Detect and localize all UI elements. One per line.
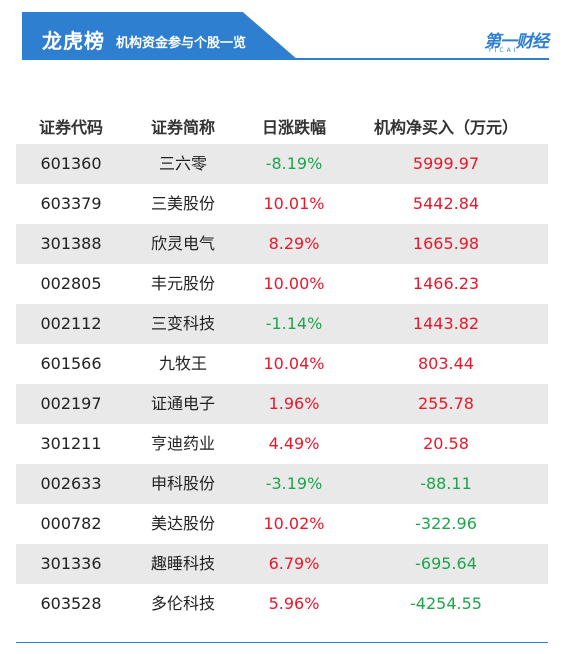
cell-name: 九牧王: [158, 354, 207, 373]
cell-code: 002197: [40, 394, 102, 413]
cell-change: -8.19%: [265, 154, 323, 173]
cell-name: 丰元股份: [150, 274, 215, 293]
table-row: 002633 申科股份 -3.19% -88.11: [16, 464, 548, 504]
cell-name: 三六零: [158, 154, 207, 173]
cell-change: 5.96%: [268, 594, 320, 613]
table-row: 603379 三美股份 10.01% 5442.84: [16, 184, 548, 224]
cell-net-buy: 1665.98: [412, 234, 480, 253]
cell-change: -1.14%: [265, 314, 323, 333]
column-header-code: 证券代码: [38, 118, 103, 137]
table-row: 601360 三六零 -8.19% 5999.97: [16, 144, 548, 184]
cell-change: 10.02%: [263, 514, 325, 533]
header-banner: [22, 12, 298, 60]
table-row: 301388 欣灵电气 8.29% 1665.98: [16, 224, 548, 264]
column-header-change: 日涨跌幅: [261, 118, 326, 137]
cell-net-buy: 5442.84: [412, 194, 480, 213]
table-body: 601360 三六零 -8.19% 5999.97 603379 三美股份 10…: [16, 144, 548, 624]
cell-code: 002633: [40, 474, 102, 493]
cell-name: 趣睡科技: [150, 554, 215, 573]
cell-net-buy: 803.44: [418, 354, 474, 373]
cell-name: 美达股份: [150, 514, 215, 533]
table-row: 002197 证通电子 1.96% 255.78: [16, 384, 548, 424]
cell-net-buy: -695.64: [415, 554, 477, 573]
table-row: 601566 九牧王 10.04% 803.44: [16, 344, 548, 384]
column-header-name: 证券简称: [150, 118, 215, 137]
table-row: 301336 趣睡科技 6.79% -695.64: [16, 544, 548, 584]
cell-code: 301211: [40, 434, 102, 453]
cell-name: 多伦科技: [150, 594, 215, 613]
cell-net-buy: 255.78: [418, 394, 474, 413]
table-row: 002112 三变科技 -1.14% 1443.82: [16, 304, 548, 344]
cell-change: -3.19%: [265, 474, 323, 493]
cell-code: 603528: [40, 594, 102, 613]
cell-code: 301336: [40, 554, 102, 573]
brand-logo-sub: YICAI: [488, 47, 519, 54]
page-title: 龙虎榜: [42, 29, 105, 53]
cell-name: 三美股份: [150, 194, 215, 213]
cell-code: 002112: [40, 314, 102, 333]
column-header-net-buy: 机构净买入（万元）: [373, 118, 518, 137]
table-row: 002805 丰元股份 10.00% 1466.23: [16, 264, 548, 304]
cell-net-buy: -4254.55: [410, 594, 482, 613]
cell-change: 10.00%: [263, 274, 325, 293]
cell-code: 601360: [40, 154, 102, 173]
cell-code: 000782: [40, 514, 102, 533]
table-header: 证券代码 证券简称 日涨跌幅 机构净买入（万元）: [16, 114, 548, 142]
cell-net-buy: -88.11: [420, 474, 472, 493]
cell-code: 301388: [40, 234, 102, 253]
cell-change: 1.96%: [268, 394, 320, 413]
cell-change: 6.79%: [268, 554, 320, 573]
cell-name: 欣灵电气: [150, 234, 215, 253]
cell-net-buy: 1466.23: [412, 274, 480, 293]
cell-name: 三变科技: [150, 314, 215, 333]
cell-name: 证通电子: [150, 394, 215, 413]
table-row: 301211 亨迪药业 4.49% 20.58: [16, 424, 548, 464]
footer-divider: [16, 642, 548, 643]
cell-net-buy: -322.96: [415, 514, 477, 533]
cell-net-buy: 5999.97: [412, 154, 480, 173]
header-divider: [22, 58, 549, 60]
cell-net-buy: 20.58: [423, 434, 469, 453]
cell-code: 603379: [40, 194, 102, 213]
cell-name: 申科股份: [150, 474, 215, 493]
cell-code: 601566: [40, 354, 102, 373]
cell-change: 8.29%: [268, 234, 320, 253]
table-row: 000782 美达股份 10.02% -322.96: [16, 504, 548, 544]
cell-change: 4.49%: [268, 434, 320, 453]
cell-net-buy: 1443.82: [412, 314, 480, 333]
page-subtitle: 机构资金参与个股一览: [116, 36, 247, 51]
cell-change: 10.01%: [263, 194, 325, 213]
cell-code: 002805: [40, 274, 102, 293]
brand-logo: 第一财经: [484, 32, 549, 52]
cell-change: 10.04%: [263, 354, 325, 373]
table-row: 603528 多伦科技 5.96% -4254.55: [16, 584, 548, 624]
cell-name: 亨迪药业: [150, 434, 215, 453]
